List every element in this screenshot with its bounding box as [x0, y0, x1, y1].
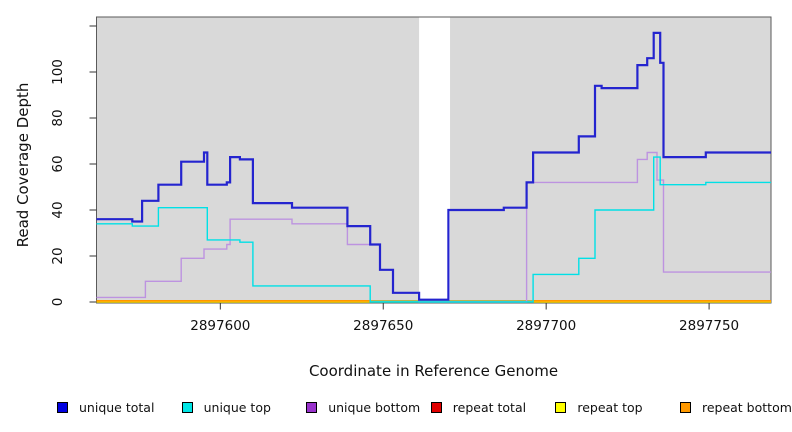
- legend-item-repeat-total: repeat total: [430, 400, 556, 415]
- legend-item-unique-top: unique top: [181, 400, 307, 415]
- y-axis-title: Read Coverage Depth: [14, 82, 32, 248]
- legend-item-repeat-top: repeat top: [555, 400, 680, 415]
- legend-label: unique total: [79, 400, 155, 415]
- series-line-unique-total: [96, 31, 771, 301]
- x-tick-label: 2897750: [679, 318, 739, 334]
- legend-swatch-icon: [555, 402, 567, 413]
- legend-item-unique-bottom: unique bottom: [306, 400, 431, 415]
- chart-legend: unique total unique top unique bottom repea…: [57, 400, 792, 415]
- x-tick-label: 2897600: [190, 318, 250, 334]
- gap-band: [419, 17, 451, 303]
- x-axis-title: Coordinate in Reference Genome: [308, 362, 559, 380]
- x-tick-label: 2897650: [353, 318, 413, 334]
- legend-item-repeat-bottom: repeat bottom: [679, 400, 792, 415]
- legend-label: repeat top: [577, 400, 643, 415]
- legend-swatch-icon: [306, 402, 318, 413]
- legend-label: unique top: [203, 400, 271, 415]
- legend-swatch-icon: [57, 402, 68, 413]
- legend-label: unique bottom: [328, 400, 421, 415]
- legend-swatch-icon: [679, 402, 691, 413]
- plot-frame: [96, 16, 772, 304]
- legend-swatch-icon: [430, 402, 442, 413]
- legend-label: repeat bottom: [701, 400, 792, 415]
- x-tick-label: 2897700: [516, 318, 576, 334]
- legend-swatch-icon: [181, 402, 193, 413]
- y-tick-label: 20: [50, 247, 66, 264]
- y-tick-label: 0: [50, 298, 66, 307]
- legend-item-unique-total: unique total: [57, 400, 182, 415]
- series-line-unique-top: [96, 156, 771, 303]
- y-tick-label: 100: [50, 59, 66, 85]
- y-tick-label: 80: [50, 109, 66, 126]
- y-tick-label: 40: [50, 201, 66, 218]
- y-tick-label: 60: [50, 155, 66, 172]
- legend-label: repeat total: [452, 400, 527, 415]
